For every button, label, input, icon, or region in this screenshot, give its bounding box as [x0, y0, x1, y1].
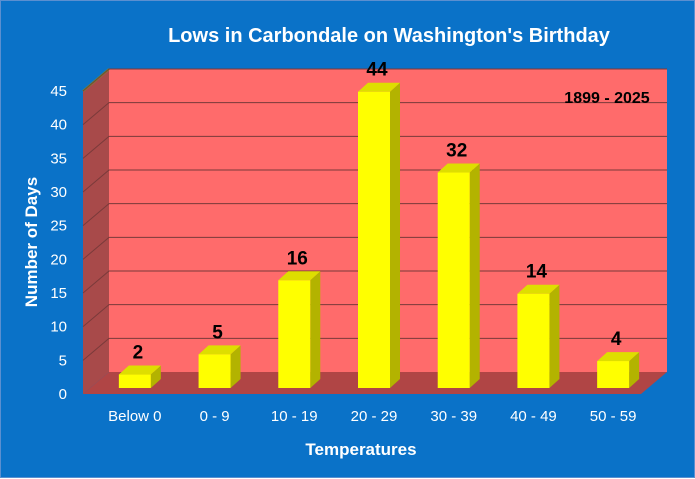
y-tick-label: 5	[59, 352, 67, 369]
bar	[198, 345, 241, 388]
x-tick-label: 0 - 9	[200, 408, 230, 425]
bar-front	[517, 293, 550, 388]
bar-side	[390, 82, 400, 388]
gridline	[82, 102, 667, 126]
x-tick-label: 30 - 39	[430, 408, 477, 425]
bar	[437, 163, 480, 388]
bar-front	[118, 374, 151, 388]
gridline	[82, 169, 667, 193]
date-range-annotation: 1899 - 2025	[564, 90, 650, 107]
bar-top	[597, 352, 640, 362]
data-label: 32	[446, 141, 467, 162]
gridline	[82, 236, 667, 260]
bar-front	[597, 361, 630, 388]
x-tick-label: 40 - 49	[510, 408, 557, 425]
gridline	[82, 135, 667, 159]
gridline	[82, 68, 667, 92]
bar-top	[517, 284, 560, 294]
bar-front	[358, 91, 390, 388]
gridline	[82, 304, 667, 328]
bars: 2 5 16 44 32 14 4	[118, 60, 640, 388]
bar-front	[437, 172, 470, 388]
bar-side	[629, 352, 640, 388]
bar-top	[118, 365, 161, 375]
y-tick-label: 10	[50, 319, 67, 336]
y-tick-label: 45	[50, 83, 67, 100]
bar-top	[437, 163, 480, 173]
data-label: 4	[611, 329, 622, 350]
bar-side	[310, 271, 321, 388]
data-label: 5	[212, 322, 223, 343]
gridline	[82, 337, 667, 361]
y-tick-label: 25	[50, 218, 67, 235]
gridlines	[82, 68, 667, 361]
bar	[118, 365, 161, 388]
y-axis-ticks: 0 5 10 15 20 25 30 35 40 45	[50, 83, 67, 403]
bar-side	[549, 284, 560, 388]
x-tick-label: 50 - 59	[590, 408, 637, 425]
chart-title: Lows in Carbondale on Washington's Birth…	[168, 25, 611, 47]
x-tick-label: 20 - 29	[351, 408, 398, 425]
y-tick-label: 35	[50, 150, 67, 167]
data-label: 14	[526, 262, 548, 283]
bar-front	[198, 354, 231, 388]
data-label: 16	[287, 248, 308, 269]
y-axis-label: Number of Days	[22, 177, 41, 307]
y-tick-label: 30	[50, 184, 67, 201]
bar	[517, 284, 560, 388]
bar	[597, 352, 640, 388]
bar-side	[150, 365, 161, 388]
y-tick-label: 15	[50, 285, 67, 302]
bar-top	[278, 271, 321, 281]
bar	[358, 82, 400, 388]
y-tick-label: 20	[50, 251, 67, 268]
bar-top	[358, 82, 400, 92]
x-axis-label: Temperatures	[305, 440, 416, 459]
side-wall	[83, 69, 109, 394]
x-tick-label: Below 0	[108, 408, 161, 425]
bar-front	[278, 280, 311, 388]
y-tick-label: 0	[59, 386, 67, 403]
bar	[278, 271, 321, 388]
bar-side	[230, 345, 241, 388]
x-tick-label: 10 - 19	[271, 408, 318, 425]
bar-top	[198, 345, 241, 355]
data-label: 2	[133, 343, 144, 364]
y-tick-label: 40	[50, 117, 67, 134]
bar-side	[469, 163, 480, 388]
gridline	[82, 270, 667, 294]
data-label: 44	[366, 60, 388, 81]
x-axis-ticks: Below 0 0 - 9 10 - 19 20 - 29 30 - 39 40 - 49…	[108, 408, 636, 425]
gridline	[82, 203, 667, 227]
